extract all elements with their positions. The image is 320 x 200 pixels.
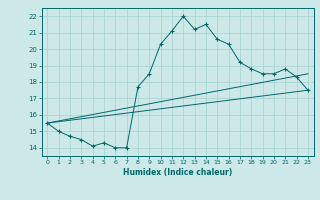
X-axis label: Humidex (Indice chaleur): Humidex (Indice chaleur) — [123, 168, 232, 177]
